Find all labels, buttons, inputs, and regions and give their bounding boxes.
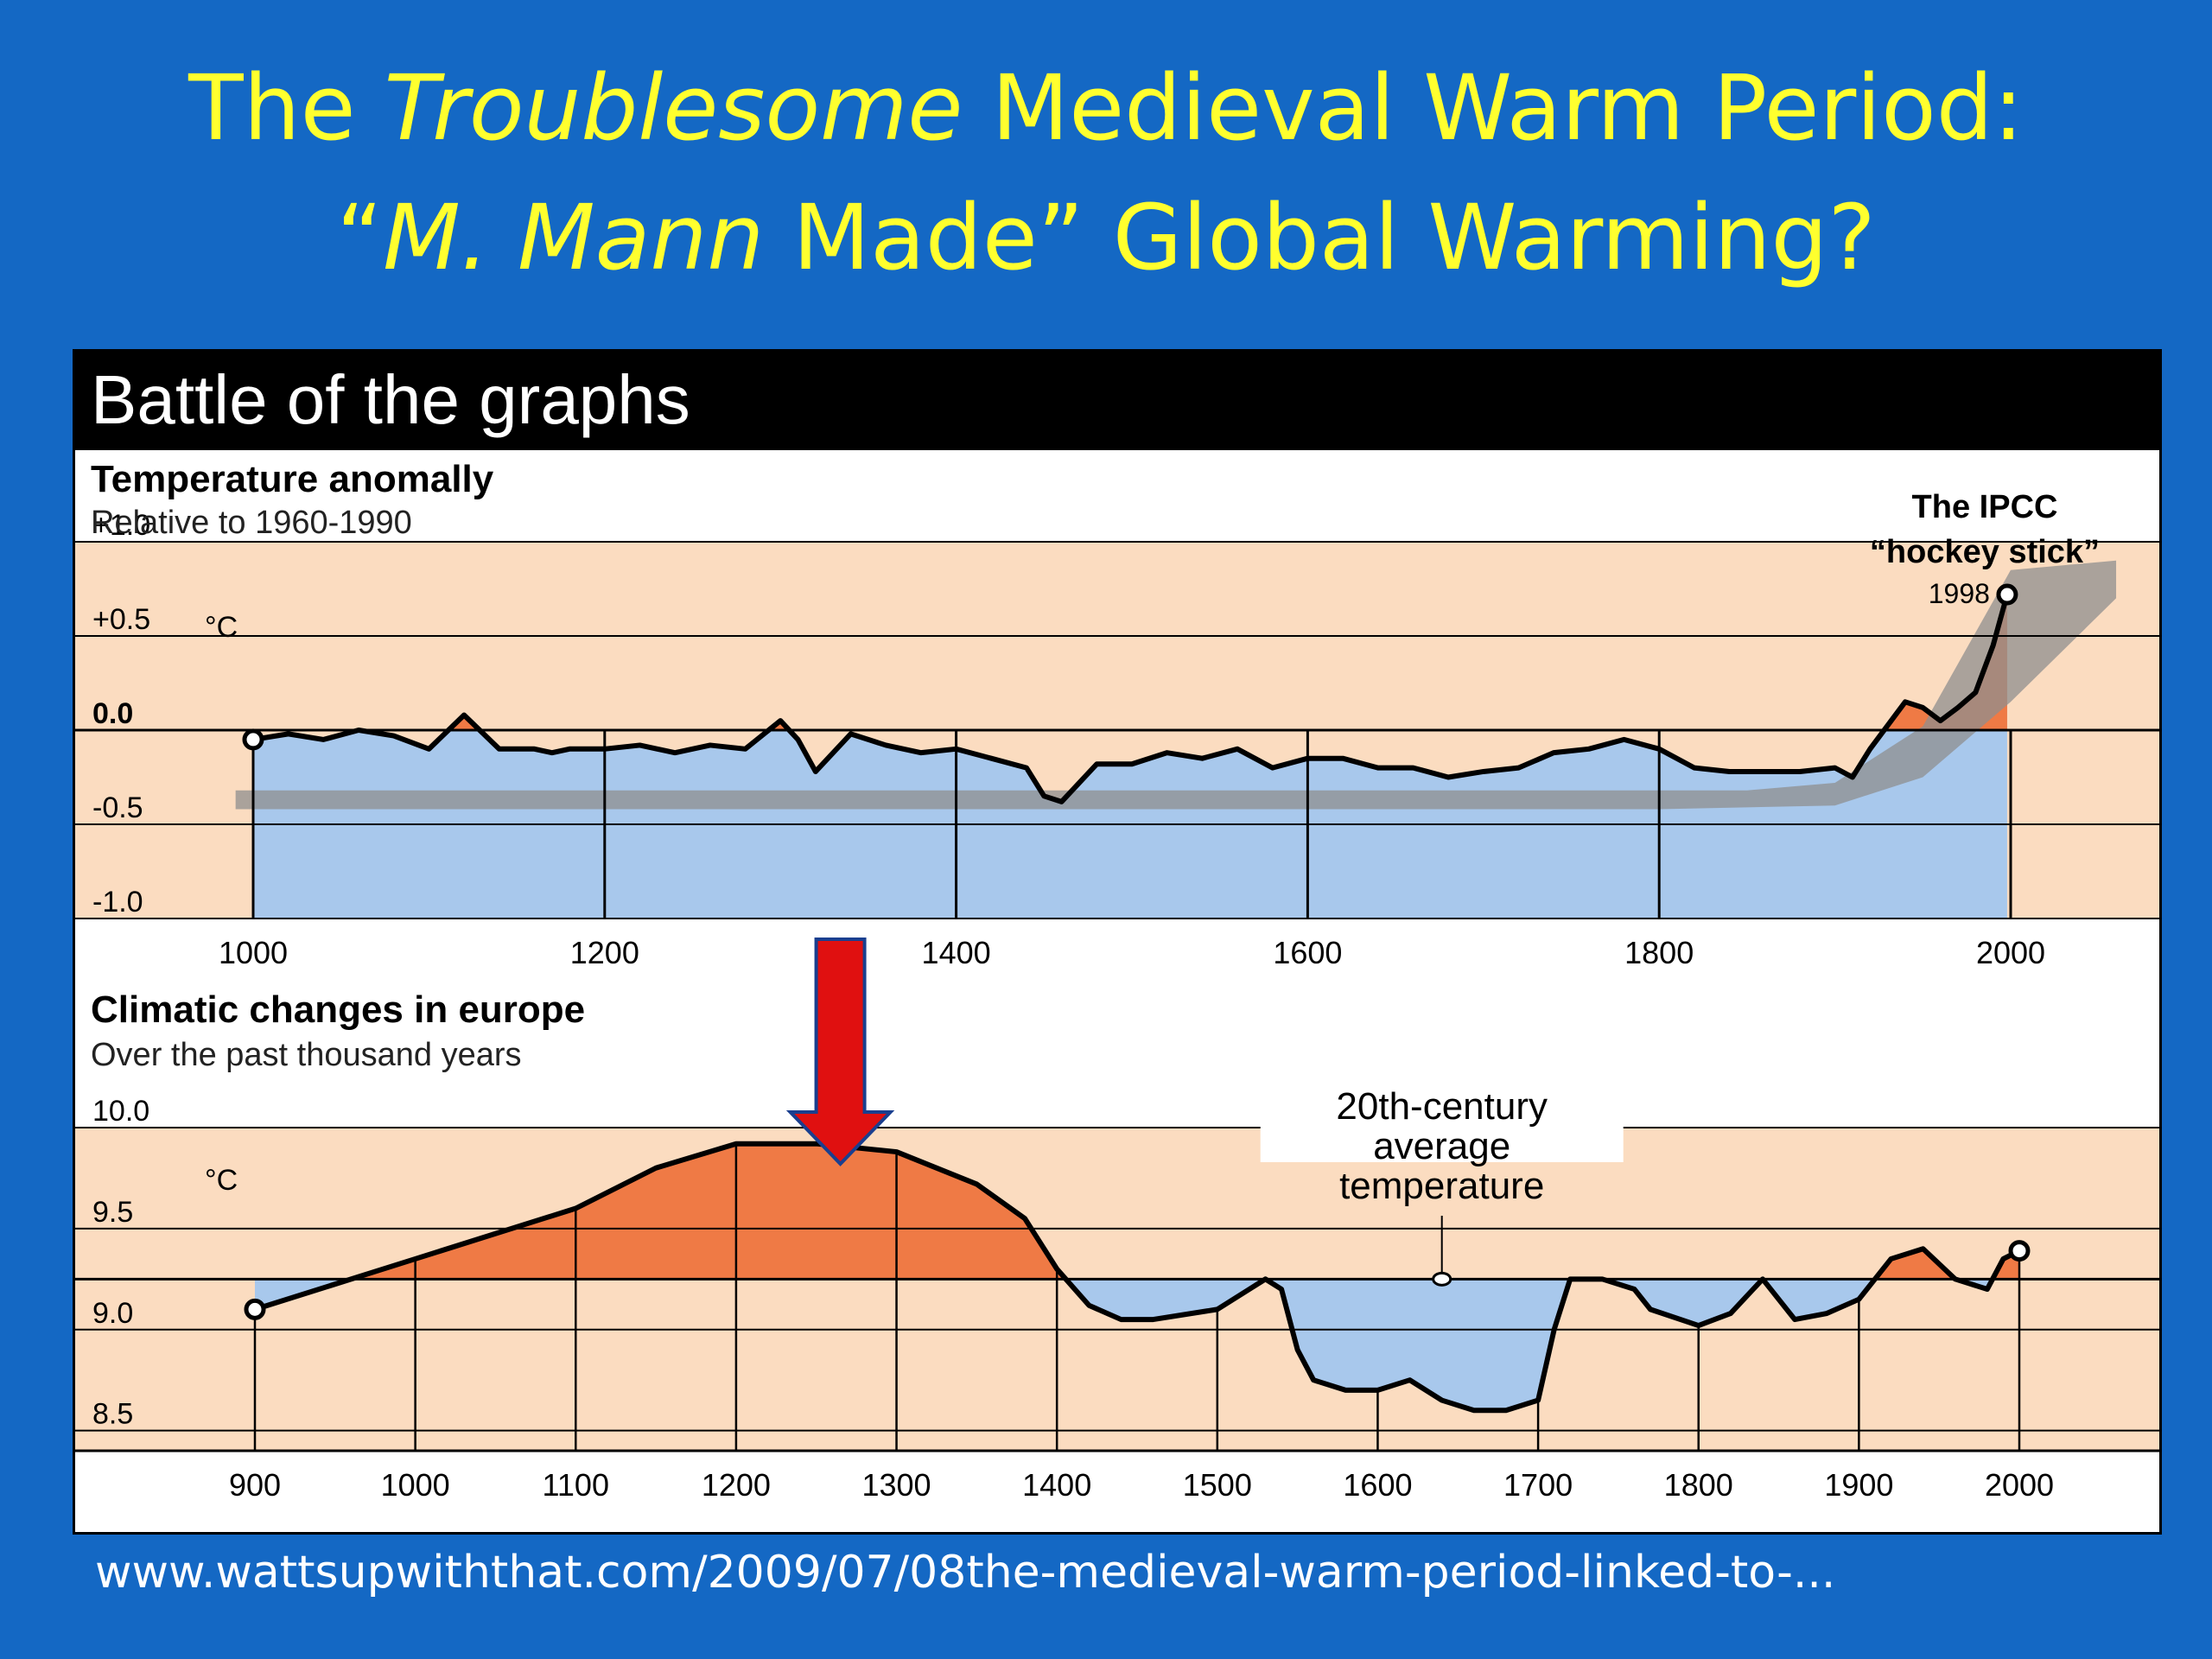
x-tick-label: 2000 xyxy=(1976,935,2045,970)
x-tick-label: 1300 xyxy=(861,1467,931,1503)
series-line xyxy=(254,1141,2021,1414)
x-tick-label: 1400 xyxy=(922,935,991,970)
start-marker xyxy=(242,728,264,751)
peak-marker xyxy=(1996,583,2018,606)
x-tick-label: 1100 xyxy=(543,1467,609,1503)
chart-figure: Battle of the graphs +1.0 +0.5 0.0 -0.5 -1.0… xyxy=(73,349,2162,1535)
x-tick-label: 1200 xyxy=(702,1467,771,1503)
x-tick-label: 1000 xyxy=(219,935,288,970)
y-tick-label: 9.5 xyxy=(92,1196,133,1229)
chart-title: Climatic changes in europe xyxy=(91,988,585,1031)
x-tick-label: 1800 xyxy=(1624,935,1694,970)
y-tick-label: 0.0 xyxy=(92,697,133,730)
start-marker xyxy=(244,1298,266,1320)
reference-label: 20th-century xyxy=(1336,1085,1548,1128)
hockey-stick-label: The IPCC xyxy=(1912,489,2058,525)
x-tick-label: 2000 xyxy=(1985,1467,2054,1503)
x-tick-label: 1400 xyxy=(1022,1467,1091,1503)
y-tick-label: +0.5 xyxy=(92,603,150,636)
y-tick-label: -0.5 xyxy=(92,791,143,824)
x-tick-label: 1200 xyxy=(570,935,639,970)
x-tick-label: 900 xyxy=(229,1467,281,1503)
series-line xyxy=(252,594,2010,804)
figure-header-title: Battle of the graphs xyxy=(91,361,690,438)
x-tick-label: 1900 xyxy=(1824,1467,1893,1503)
x-tick-label: 1800 xyxy=(1664,1467,1733,1503)
x-tick-label: 1700 xyxy=(1503,1467,1573,1503)
europe-climate-chart: 10.0 9.5 9.0 8.5 900 1000 1100 1200 1300 1400 1500… xyxy=(75,938,2159,1503)
figure-header: Battle of the graphs xyxy=(75,352,2159,450)
y-tick-label: 9.0 xyxy=(92,1297,133,1330)
x-tick-label: 1600 xyxy=(1343,1467,1412,1503)
reference-label: average xyxy=(1373,1125,1510,1167)
reference-label-bg xyxy=(1260,1119,1624,1162)
x-tick-label: 1000 xyxy=(381,1467,450,1503)
x-tick-label: 1500 xyxy=(1183,1467,1252,1503)
source-url: www.wattsupwiththat.com/2009/07/08the-me… xyxy=(95,1547,1836,1599)
slide-title: The Troublesome Medieval Warm Period: “M… xyxy=(0,43,2212,302)
temperature-anomaly-chart: +1.0 +0.5 0.0 -0.5 -1.0 1000 1200 1400 1600 1800 2… xyxy=(75,458,2159,970)
y-tick-label: +1.0 xyxy=(92,509,150,542)
chart-subtitle: Over the past thousand years xyxy=(91,1037,522,1073)
chart-title: Temperature anomally xyxy=(91,458,494,500)
title-italic-text: Troublesome xyxy=(384,55,963,161)
reference-marker xyxy=(1432,1271,1452,1287)
title-text: Made” Global Warming? xyxy=(764,185,1876,290)
title-text: The xyxy=(188,55,385,161)
title-italic-text: M. Mann xyxy=(383,185,765,290)
title-text: “ xyxy=(336,185,384,290)
hockey-stick-label: “hockey stick” xyxy=(1870,534,2100,570)
charts-svg: +1.0 +0.5 0.0 -0.5 -1.0 1000 1200 1400 1600 1800 2… xyxy=(75,458,2159,1503)
warm-fill xyxy=(255,1143,2019,1280)
slide-title-line-2: “M. Mann Made” Global Warming? xyxy=(0,173,2212,302)
reference-label: temperature xyxy=(1339,1165,1544,1207)
y-tick-label: 10.0 xyxy=(92,1095,149,1128)
x-tick-label: 1600 xyxy=(1273,935,1342,970)
chart-subtitle: Relative to 1960-1990 xyxy=(91,505,412,541)
unit-label: °C xyxy=(205,611,238,644)
uncertainty-start-dot xyxy=(272,770,287,785)
area-fill xyxy=(253,594,2007,918)
title-text: Medieval Warm Period: xyxy=(963,55,2024,161)
slide-title-line-1: The Troublesome Medieval Warm Period: xyxy=(0,43,2212,173)
background-band xyxy=(75,542,2159,636)
y-tick-label: 8.5 xyxy=(92,1398,133,1431)
unit-label: °C xyxy=(205,1164,238,1197)
y-tick-label: -1.0 xyxy=(92,886,143,918)
peak-year-label: 1998 xyxy=(1929,578,1990,609)
end-marker xyxy=(2008,1240,2031,1262)
red-arrow-indicator xyxy=(785,938,895,1166)
